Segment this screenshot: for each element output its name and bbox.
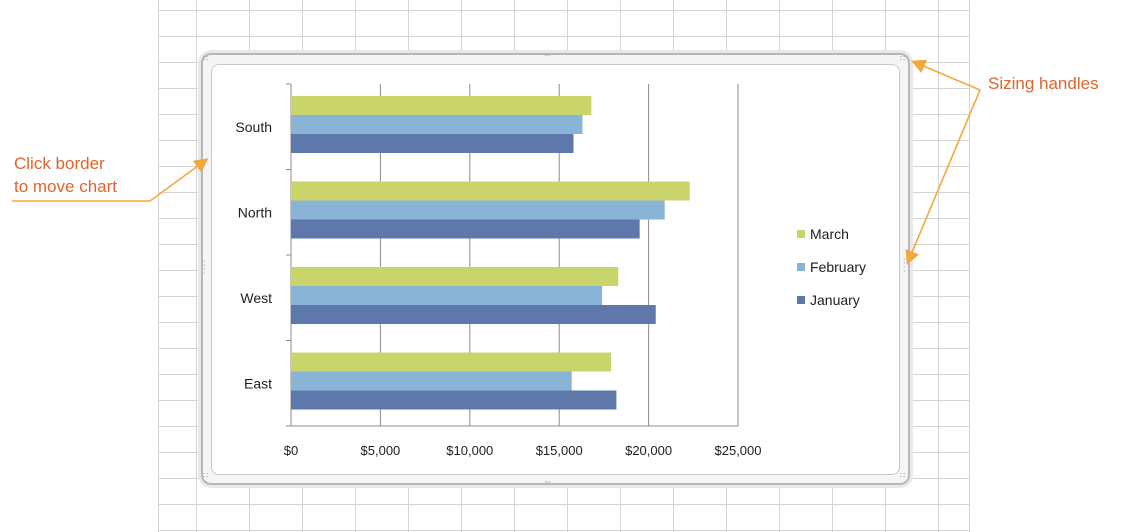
x-tick-label: $0 [284,443,298,458]
x-tick-label: $5,000 [361,443,401,458]
category-label: South [235,119,272,135]
bar-march-east [291,352,612,372]
category-label: West [240,290,272,306]
legend-label-february: February [810,259,866,275]
sizing-handle-left[interactable]: · · · · [203,257,206,278]
move-chart-callout: Click border to move chart [14,152,117,198]
bar-february-south [291,115,583,134]
x-tick-label: $10,000 [446,443,493,458]
category-label: East [244,375,272,391]
bar-march-north [291,181,690,201]
bar-february-north [291,200,665,220]
x-tick-label: $15,000 [536,443,583,458]
bar-january-north [291,219,640,239]
bar-march-west [291,267,619,286]
move-callout-line1: Click border [14,154,105,173]
sizing-handles-callout: Sizing handles [988,74,1099,93]
legend-label-january: January [810,292,860,308]
legend-swatch-january [797,296,805,304]
sizing-handle-top[interactable]: ···· [544,51,551,60]
sizing-handle-bottom-left[interactable]: ∷ [203,471,208,480]
bar-january-east [291,390,617,410]
bar-february-west [291,286,603,305]
legend-label-march: March [810,226,849,242]
bar-february-east [291,371,572,391]
sizing-handle-top-left[interactable]: ∷ [203,54,208,63]
bar-january-south [291,134,574,153]
legend-swatch-february [797,263,805,271]
move-callout-line2: to move chart [14,177,117,196]
legend-swatch-march [797,230,805,238]
sizing-handle-top-right[interactable]: ∷ [900,54,905,63]
sizing-handle-bottom[interactable]: ···· [544,478,551,487]
bar-march-south [291,96,592,115]
sizing-handle-right[interactable]: · · · · [903,255,906,276]
sizing-handle-bottom-right[interactable]: ∷ [900,471,905,480]
x-tick-label: $25,000 [715,443,762,458]
bar-january-west [291,305,656,324]
category-label: North [238,204,272,220]
x-tick-label: $20,000 [625,443,672,458]
